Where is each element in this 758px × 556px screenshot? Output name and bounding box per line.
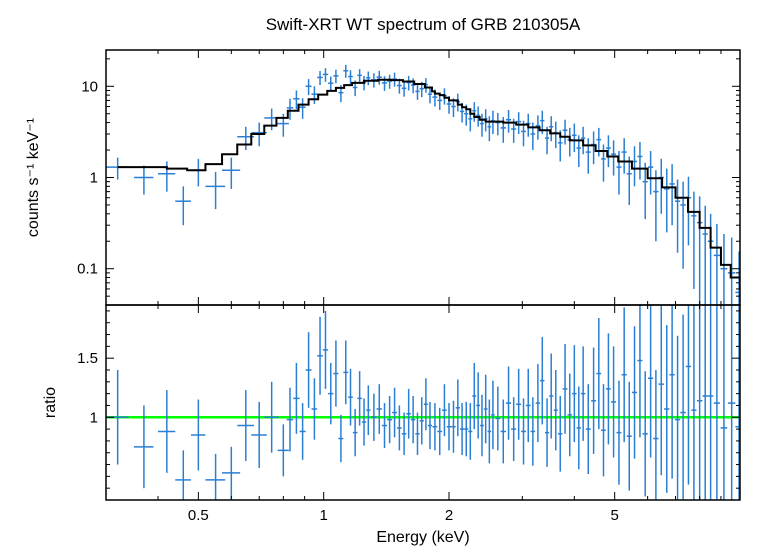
svg-text:0.1: 0.1 [77, 261, 98, 278]
svg-text:1: 1 [90, 170, 98, 187]
chart-title: Swift-XRT WT spectrum of GRB 210305A [266, 15, 581, 34]
svg-text:1: 1 [90, 409, 98, 426]
svg-text:2: 2 [445, 507, 453, 524]
y-axis-label-bottom: ratio [42, 387, 59, 418]
svg-text:1: 1 [320, 507, 328, 524]
y-axis-label-top: counts s⁻¹ keV⁻¹ [25, 118, 42, 237]
svg-text:10: 10 [81, 78, 98, 95]
svg-text:0.5: 0.5 [188, 507, 209, 524]
x-axis-label: Energy (keV) [376, 529, 469, 546]
spectrum-chart: 0.5 1 2 5 0.1 1 10 1 1.5 Swift-XRT WT spectrum of… [0, 0, 758, 556]
svg-text:5: 5 [611, 507, 619, 524]
svg-text:1.5: 1.5 [77, 350, 98, 367]
chart-svg: 0.5 1 2 5 0.1 1 10 1 1.5 Swift-XRT WT spectrum of… [0, 0, 758, 556]
